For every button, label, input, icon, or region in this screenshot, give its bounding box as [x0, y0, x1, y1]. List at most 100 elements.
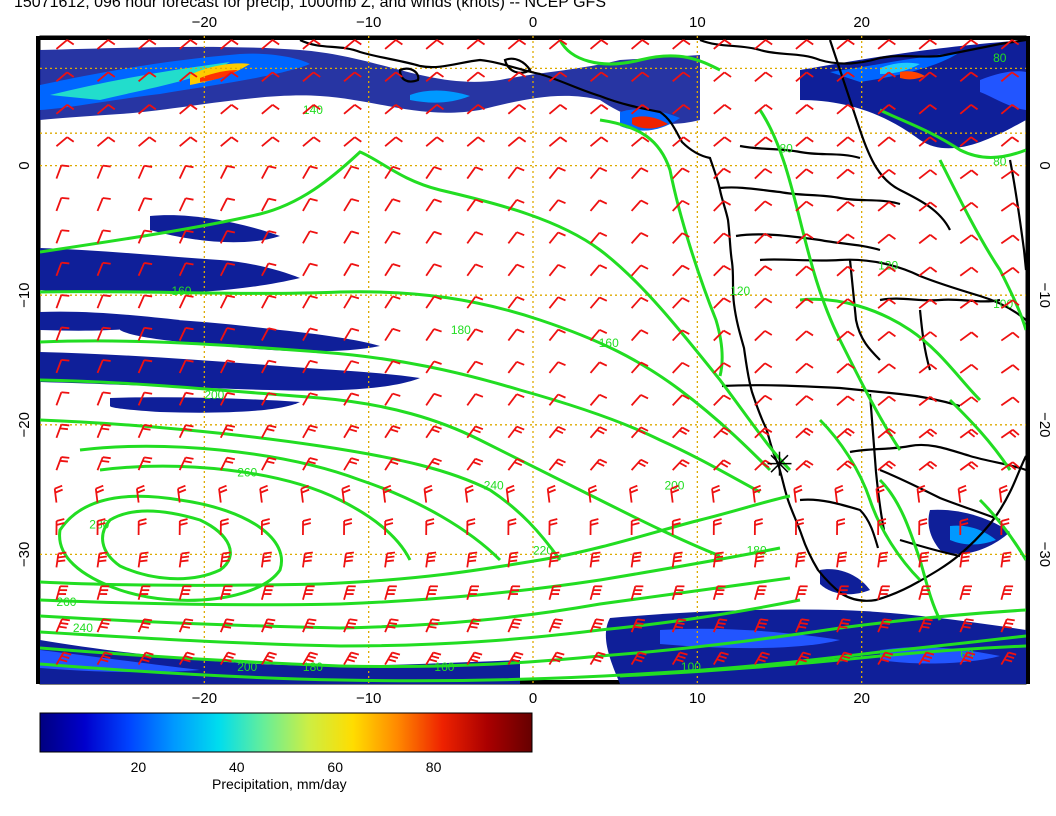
- wind-barb: [55, 261, 70, 277]
- wind-barb: [137, 326, 153, 341]
- wind-barb: [178, 518, 188, 535]
- wind-barb: [672, 232, 690, 244]
- wind-barb: [384, 518, 394, 535]
- wind-barb: [382, 484, 392, 503]
- wind-barb: [302, 518, 312, 535]
- contour-label: 160: [171, 284, 191, 298]
- height-contour: [978, 498, 1026, 561]
- wind-barb: [548, 136, 568, 147]
- wind-barb: [384, 425, 401, 439]
- height-contour: [79, 444, 502, 562]
- colorbar-ramp: [39, 712, 533, 753]
- wind-barb: [425, 39, 444, 50]
- contour-label: 200: [664, 479, 684, 493]
- wind-barb: [671, 651, 688, 666]
- lat-tick-label-left: −30: [16, 542, 33, 567]
- wind-barb: [178, 229, 194, 244]
- wind-barb: [261, 71, 280, 83]
- wind-barb: [671, 585, 685, 601]
- wind-barb: [425, 263, 442, 277]
- height-contour: [938, 159, 1026, 331]
- wind-barb: [302, 71, 321, 83]
- wind-barb: [877, 618, 892, 633]
- wind-barb: [918, 201, 938, 212]
- wind-barb: [836, 136, 855, 147]
- wind-barb: [94, 484, 105, 503]
- wind-barb: [55, 651, 72, 666]
- lon-tick-label-bottom: −20: [192, 690, 217, 707]
- wind-barb: [918, 618, 933, 633]
- wind-barb: [548, 518, 558, 535]
- wind-barb: [959, 461, 979, 471]
- contour-label: 80: [780, 142, 794, 156]
- wind-barb: [877, 39, 896, 50]
- wind-barb: [425, 518, 435, 535]
- wind-barb: [754, 394, 773, 407]
- wind-barb: [877, 266, 896, 277]
- wind-barb: [877, 518, 887, 535]
- wind-barb: [302, 230, 318, 244]
- lon-tick-label-top: −20: [192, 14, 217, 31]
- contour-label: 100: [993, 297, 1013, 311]
- contour-label: 120: [878, 258, 898, 272]
- wind-barb: [466, 328, 484, 342]
- wind-barb: [713, 297, 731, 309]
- wind-barb: [672, 264, 690, 277]
- wind-barb: [220, 71, 239, 83]
- wind-barb: [466, 360, 484, 374]
- wind-barb: [178, 262, 194, 277]
- wind-barb: [55, 164, 70, 179]
- wind-barb: [548, 585, 562, 601]
- wind-barb: [178, 164, 194, 179]
- wind-barb: [918, 551, 930, 568]
- wind-barb: [753, 585, 767, 601]
- wind-barb: [219, 424, 236, 439]
- wind-barb: [507, 393, 525, 406]
- wind-barb: [302, 392, 318, 406]
- wind-barb: [96, 326, 111, 341]
- wind-barb: [55, 518, 65, 535]
- wind-barb: [466, 263, 484, 277]
- wind-barb: [302, 262, 318, 277]
- wind-barb: [959, 104, 979, 115]
- wind-barb: [466, 425, 484, 439]
- wind-barb: [548, 361, 566, 374]
- wind-barb: [1000, 136, 1020, 147]
- wind-barb: [1000, 299, 1020, 309]
- wind-barb: [178, 326, 194, 341]
- wind-barb: [343, 295, 360, 309]
- wind-barb: [425, 360, 442, 374]
- wind-barb: [712, 618, 728, 633]
- wind-barb: [548, 651, 565, 666]
- wind-barb: [589, 393, 608, 406]
- wind-barb: [795, 551, 806, 568]
- wind-barb: [959, 363, 979, 374]
- wind-barb: [220, 136, 239, 147]
- wind-barb: [918, 428, 938, 439]
- wind-barb: [959, 551, 971, 568]
- contour-label: 100: [681, 660, 701, 674]
- wind-barb: [425, 457, 442, 471]
- wind-barb: [795, 330, 814, 342]
- wind-barb: [589, 651, 606, 666]
- wind-barb: [219, 518, 229, 535]
- lon-tick-label-top: 10: [689, 14, 706, 31]
- wind-barb: [178, 359, 194, 374]
- wind-barb: [1000, 71, 1020, 83]
- wind-barb: [877, 298, 896, 309]
- wind-barb: [754, 618, 769, 633]
- wind-barb: [384, 651, 401, 666]
- wind-barb: [384, 585, 397, 601]
- wind-barb: [178, 294, 194, 309]
- wind-barb: [795, 395, 814, 407]
- wind-barb: [834, 484, 844, 503]
- wind-barb: [466, 71, 486, 83]
- wind-barb: [630, 458, 649, 471]
- wind-barb: [96, 391, 111, 406]
- wind-barb: [713, 136, 732, 147]
- wind-barb: [261, 39, 280, 50]
- wind-barb: [672, 394, 690, 406]
- wind-barb: [713, 427, 731, 439]
